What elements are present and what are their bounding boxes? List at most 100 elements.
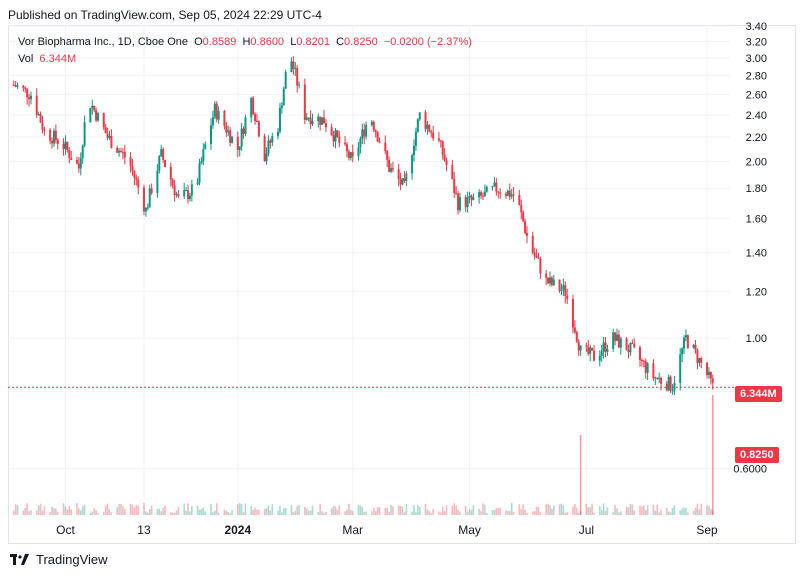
volume-bar bbox=[229, 512, 231, 515]
candle-body bbox=[39, 114, 42, 123]
volume-bar bbox=[669, 512, 672, 515]
candle-body bbox=[150, 188, 153, 194]
volume-bar bbox=[325, 511, 327, 515]
candle-body bbox=[81, 145, 84, 159]
candle-body bbox=[602, 342, 605, 352]
volume-value: 6.344M bbox=[39, 53, 77, 65]
volume-bar bbox=[547, 503, 549, 515]
volume-spike bbox=[579, 435, 582, 515]
volume-bar bbox=[51, 506, 53, 515]
volume-bar bbox=[317, 512, 320, 515]
volume-bar bbox=[258, 509, 260, 515]
volume-bar bbox=[644, 510, 647, 515]
volume-bar bbox=[363, 511, 366, 515]
volume-bar bbox=[598, 506, 601, 515]
high-value: 0.8600 bbox=[250, 36, 285, 48]
volume-bar bbox=[585, 503, 588, 515]
volume-bar bbox=[493, 509, 496, 515]
candle-body bbox=[104, 127, 107, 134]
candle-body bbox=[606, 349, 609, 352]
volume-bar bbox=[457, 509, 459, 515]
x-tick-label: Sep bbox=[696, 523, 718, 537]
volume-bar bbox=[508, 511, 511, 515]
volume-label: Vol bbox=[18, 53, 34, 65]
candle-body bbox=[131, 166, 134, 171]
volume-bar bbox=[365, 511, 367, 515]
candle-body bbox=[520, 205, 523, 213]
candle-body bbox=[123, 152, 126, 158]
candle-body bbox=[652, 363, 655, 379]
volume-bar bbox=[522, 504, 524, 515]
candle-body bbox=[148, 188, 151, 208]
candle-body bbox=[156, 170, 159, 194]
volume-bar bbox=[298, 505, 300, 515]
volume-bar bbox=[281, 512, 283, 515]
candle-body bbox=[512, 194, 515, 196]
candle-body bbox=[619, 338, 622, 348]
candle-body bbox=[537, 257, 540, 259]
volume-bar bbox=[455, 505, 457, 515]
candle-body bbox=[227, 130, 230, 133]
volume-bar bbox=[464, 505, 467, 515]
volume-bar bbox=[470, 510, 473, 515]
candle-body bbox=[144, 208, 147, 212]
volume-bar bbox=[350, 509, 352, 515]
candle-body bbox=[577, 341, 580, 351]
candle-body bbox=[338, 136, 341, 143]
volume-bar bbox=[577, 512, 580, 515]
candle-body bbox=[660, 377, 663, 384]
volume-bar bbox=[646, 505, 649, 515]
candle-body bbox=[298, 84, 301, 86]
candle-body bbox=[242, 128, 245, 134]
volume-bar bbox=[482, 503, 484, 515]
volume-bar bbox=[351, 510, 354, 515]
volume-bar bbox=[24, 508, 27, 515]
candle-body bbox=[573, 327, 576, 333]
candle-body bbox=[370, 121, 373, 125]
volume-bar bbox=[553, 505, 555, 515]
candle-body bbox=[29, 95, 32, 100]
volume-bar bbox=[83, 504, 86, 515]
volume-bar bbox=[478, 508, 480, 515]
chart-legend: Vor Biopharma Inc., 1D, Cboe One O0.8589… bbox=[18, 36, 472, 65]
volume-bar bbox=[169, 511, 172, 515]
candle-body bbox=[642, 360, 645, 362]
candle-body bbox=[324, 123, 327, 128]
volume-bar bbox=[710, 508, 712, 515]
candle-body bbox=[317, 116, 320, 121]
volume-bar bbox=[338, 505, 341, 515]
volume-bar bbox=[562, 505, 565, 515]
volume-bar bbox=[171, 512, 174, 515]
candle-body bbox=[388, 159, 391, 172]
candle-body bbox=[451, 165, 454, 179]
volume-bar bbox=[564, 512, 567, 515]
candle-body bbox=[83, 122, 86, 146]
volume-bar bbox=[296, 506, 298, 515]
volume-bar bbox=[210, 503, 212, 515]
candle-body bbox=[204, 144, 207, 149]
candle-body bbox=[374, 130, 377, 133]
candle-body bbox=[700, 358, 703, 363]
candle-body bbox=[378, 141, 381, 143]
candle-body bbox=[604, 342, 607, 352]
volume-bar bbox=[12, 510, 15, 515]
volume-bar bbox=[89, 512, 92, 515]
price-axis: 3.40 3.20 3.00 2.80 2.60 2.40 2.20 2.00 1.80 1.60… bbox=[733, 21, 767, 475]
change-value: −0.0200 (−2.37%) bbox=[383, 36, 472, 48]
volume-bar bbox=[397, 505, 400, 515]
candle-body bbox=[598, 356, 601, 361]
volume-bar bbox=[658, 512, 660, 515]
candle-body bbox=[485, 186, 488, 192]
volume-bar bbox=[240, 503, 243, 515]
volume-bar bbox=[572, 506, 574, 515]
candle-body bbox=[265, 153, 268, 162]
candle-body bbox=[110, 135, 113, 148]
candle-body bbox=[585, 345, 588, 347]
volume-bar bbox=[277, 510, 279, 515]
volume-bar bbox=[122, 506, 124, 515]
candle-body bbox=[698, 358, 701, 363]
volume-bar bbox=[282, 508, 285, 515]
candle-body bbox=[667, 376, 670, 391]
volume-bar bbox=[671, 507, 674, 515]
